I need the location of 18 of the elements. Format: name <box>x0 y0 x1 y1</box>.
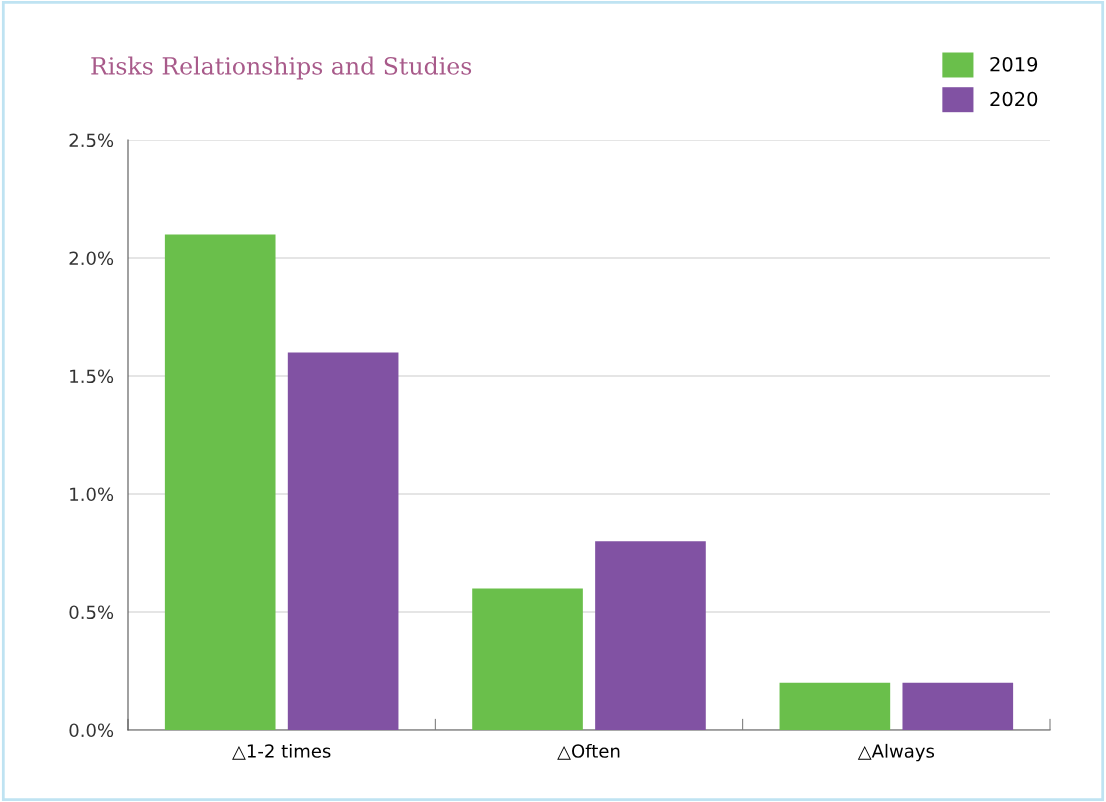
bar <box>902 682 1014 730</box>
x-tick-label: △Always <box>857 743 935 762</box>
legend-label: 2020 <box>990 91 1038 107</box>
bar <box>287 352 399 730</box>
y-tick-label: 1.0% <box>70 487 114 502</box>
y-tick-label: 2.0% <box>69 251 114 266</box>
y-tick-label: 0.5% <box>69 605 114 620</box>
y-tick-label: 0.0% <box>69 723 114 738</box>
chart-title: Risks Relationships and Studies <box>91 56 472 80</box>
y-tick-label: 1.5% <box>70 369 114 384</box>
y-tick-label: 2.5% <box>69 133 114 148</box>
bar <box>595 541 706 730</box>
bar <box>779 682 891 730</box>
legend-label: 2019 <box>990 56 1038 72</box>
bar <box>164 234 276 730</box>
bar <box>472 588 583 730</box>
x-tick-label: △1-2 times <box>232 743 331 760</box>
x-tick-label: △Often <box>557 743 620 760</box>
